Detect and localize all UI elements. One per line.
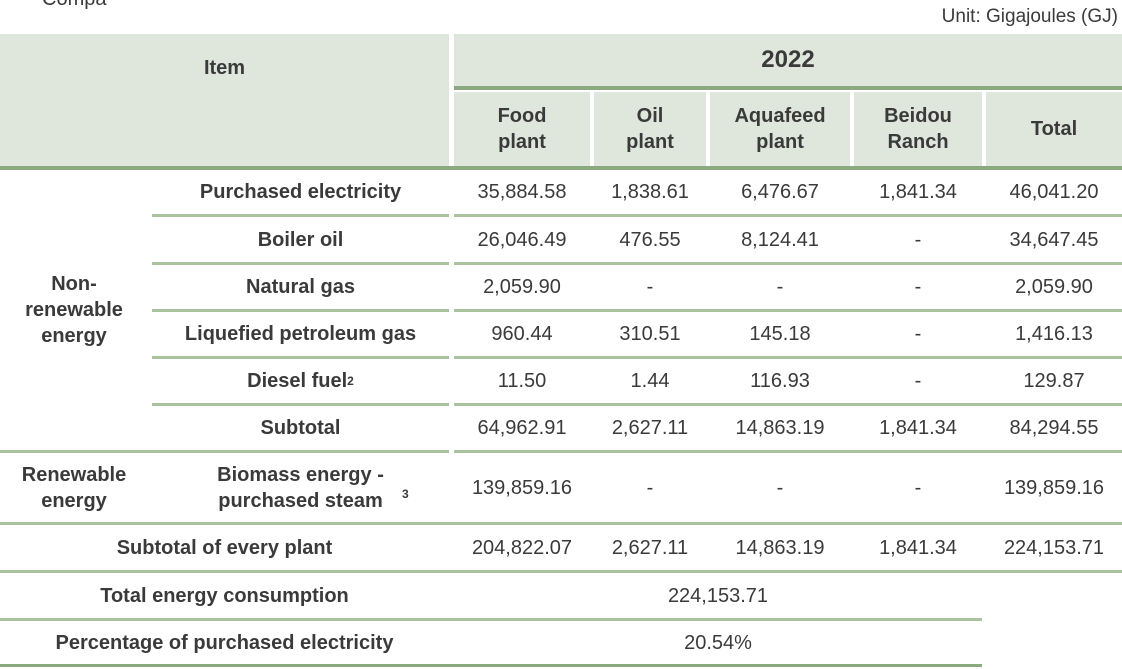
pct-electricity-label: Percentage of purchased electricity	[55, 632, 394, 654]
header-col-label: Oil plant	[626, 105, 674, 153]
value-cell: -	[646, 477, 654, 499]
header-year-rule	[454, 86, 1122, 90]
value-cell: 2,059.90	[483, 276, 561, 298]
header-year-cell: 2022	[454, 34, 1122, 86]
row-label-text: Diesel fuel	[247, 370, 348, 392]
header-col-label: Beidou Ranch	[884, 105, 952, 153]
header-col-label: Aquafeed plant	[734, 105, 826, 153]
value-cell: 1.44	[630, 370, 670, 392]
value-cell: 1,841.34	[879, 181, 957, 203]
pct-electricity-value: 20.54%	[684, 632, 752, 654]
value-cell: -	[914, 276, 922, 298]
unit-label: Unit: Gigajoules (GJ)	[941, 6, 1118, 27]
subtotal-every-plant-cell: 1,841.34	[879, 537, 957, 559]
header-col-food: Food plant	[454, 92, 590, 166]
header-bottom-rule	[0, 166, 1122, 170]
value-cell: 2,059.90	[1015, 276, 1093, 298]
subtotal-every-plant-cell: 2,627.11	[611, 537, 689, 559]
row-label: Subtotal	[152, 406, 449, 450]
value-cell: 145.18	[749, 323, 811, 345]
row-label: Natural gas	[152, 265, 449, 309]
value-cell: 139,859.16	[471, 477, 573, 499]
header-item-cell: Item	[0, 34, 449, 166]
row-rule	[152, 403, 449, 406]
row-rule	[454, 450, 1122, 453]
row-label-text: Subtotal	[260, 417, 341, 439]
row-label: Liquefied petroleum gas	[152, 312, 449, 356]
row-rule	[454, 262, 1122, 265]
value-cell: 8,124.41	[741, 229, 819, 251]
value-cell: 310.51	[619, 323, 681, 345]
top-cut-text: Compa	[42, 0, 106, 11]
header-col-beidou: Beidou Ranch	[854, 92, 982, 166]
row-rule	[152, 356, 449, 359]
group-nonrenewable: Non-renewable energy	[25, 273, 123, 347]
row-label-text: Purchased electricity	[199, 181, 402, 203]
row-rule	[454, 309, 1122, 312]
value-cell: 14,863.19	[735, 417, 825, 439]
rule	[0, 522, 1122, 525]
value-cell: 64,962.91	[477, 417, 567, 439]
value-cell: -	[914, 229, 922, 251]
rule	[0, 450, 449, 453]
row-rule	[152, 309, 449, 312]
value-cell: 6,476.67	[741, 181, 819, 203]
subtotal-every-plant-cell: 14,863.19	[735, 537, 825, 559]
row-label-text: Natural gas	[246, 276, 355, 298]
header-col-oil: Oil plant	[594, 92, 706, 166]
value-cell: -	[776, 276, 784, 298]
header-year-label: 2022	[761, 46, 815, 73]
value-cell: -	[914, 370, 922, 392]
row-label: Diesel fuel 2	[247, 370, 354, 392]
value-cell: 129.87	[1023, 370, 1085, 392]
rule	[0, 570, 1122, 573]
value-cell: 960.44	[491, 323, 553, 345]
group-renewable: Renewable energy	[21, 464, 127, 512]
row-rule	[454, 403, 1122, 406]
value-cell: 1,838.61	[611, 181, 689, 203]
value-cell: 1,416.13	[1015, 323, 1093, 345]
value-cell: 1,841.34	[879, 417, 957, 439]
rule	[0, 618, 982, 621]
total-energy-label: Total energy consumption	[100, 585, 349, 607]
value-cell: 35,884.58	[477, 181, 567, 203]
table-bottom-rule	[0, 664, 982, 667]
value-cell: -	[914, 323, 922, 345]
header-col-total: Total	[986, 92, 1122, 166]
header-col-label: Food plant	[497, 105, 547, 153]
value-cell: 34,647.45	[1009, 229, 1099, 251]
value-cell: 2,627.11	[611, 417, 689, 439]
subtotal-every-plant-label: Subtotal of every plant	[116, 537, 333, 559]
row-rule	[454, 356, 1122, 359]
row-label-text: Liquefied petroleum gas	[184, 323, 417, 345]
value-cell: 84,294.55	[1009, 417, 1099, 439]
value-cell: 11.50	[497, 370, 547, 392]
header-col-aquafeed: Aquafeed plant	[710, 92, 850, 166]
subtotal-every-plant-cell: 204,822.07	[471, 537, 573, 559]
value-cell: 116.93	[750, 370, 810, 392]
row-rule	[152, 262, 449, 265]
row-label: Biomass energy - purchased steam 3	[152, 454, 449, 522]
row-label: Purchased electricity	[152, 170, 449, 214]
header-item-label: Item	[203, 57, 246, 79]
header-col-label: Total	[1030, 118, 1078, 140]
value-cell: -	[914, 477, 922, 499]
value-cell: -	[646, 276, 654, 298]
total-energy-value: 224,153.71	[667, 585, 769, 607]
value-cell: -	[776, 477, 784, 499]
row-rule	[152, 214, 449, 217]
value-cell: 139,859.16	[1003, 477, 1105, 499]
subtotal-every-plant-cell: 224,153.71	[1003, 537, 1105, 559]
row-rule	[454, 214, 1122, 217]
row-label-text: Boiler oil	[257, 229, 344, 251]
value-cell: 26,046.49	[477, 229, 567, 251]
row-label-text: Biomass energy - purchased steam	[217, 464, 384, 512]
row-label: Boiler oil	[152, 218, 449, 262]
value-cell: 476.55	[619, 229, 681, 251]
value-cell: 46,041.20	[1009, 181, 1099, 203]
